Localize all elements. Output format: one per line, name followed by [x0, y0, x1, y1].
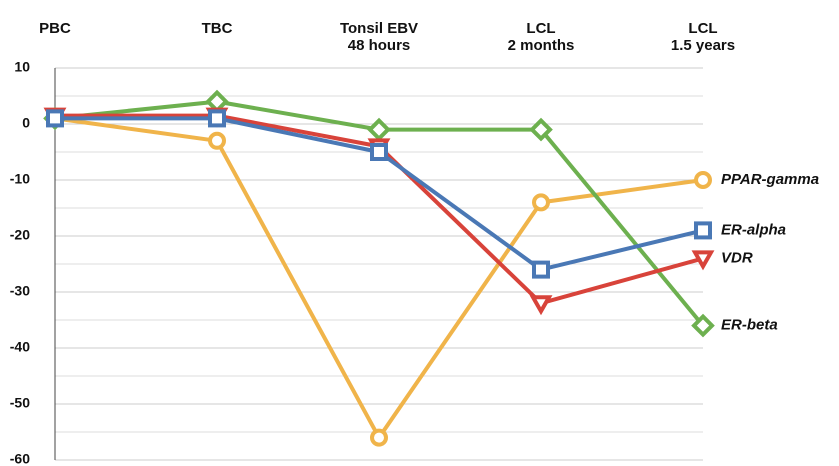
marker — [694, 221, 712, 240]
legend-label: PPAR-gamma — [721, 171, 819, 188]
marker — [691, 250, 715, 271]
category-label: TBC — [201, 20, 233, 37]
marker — [367, 117, 391, 142]
y-tick-label: 0 — [22, 115, 30, 131]
y-tick-label: -20 — [10, 227, 30, 243]
marker — [529, 117, 553, 142]
marker — [208, 109, 226, 128]
marker — [370, 428, 388, 447]
marker — [694, 171, 712, 189]
marker — [691, 313, 715, 338]
y-tick-label: -30 — [10, 283, 30, 299]
marker — [46, 109, 64, 128]
legend-label: VDR — [721, 249, 753, 266]
category-label: LCL 2 months — [507, 20, 575, 54]
marker — [532, 260, 550, 279]
y-tick-label: -40 — [10, 339, 30, 355]
marker — [532, 193, 550, 212]
marker — [208, 131, 226, 150]
category-label: PBC — [39, 20, 71, 37]
y-tick-label: -10 — [10, 171, 30, 187]
category-label: LCL 1.5 years — [670, 20, 736, 54]
series-line — [54, 116, 704, 440]
legend-label: ER-beta — [721, 317, 778, 334]
y-tick-label: 10 — [14, 59, 30, 75]
category-label: Tonsil EBV 48 hours — [339, 20, 419, 54]
marker — [370, 143, 388, 161]
y-tick-label: -60 — [10, 451, 30, 466]
marker — [529, 295, 553, 316]
legend-label: ER-alpha — [721, 221, 786, 238]
y-tick-label: -50 — [10, 395, 30, 411]
